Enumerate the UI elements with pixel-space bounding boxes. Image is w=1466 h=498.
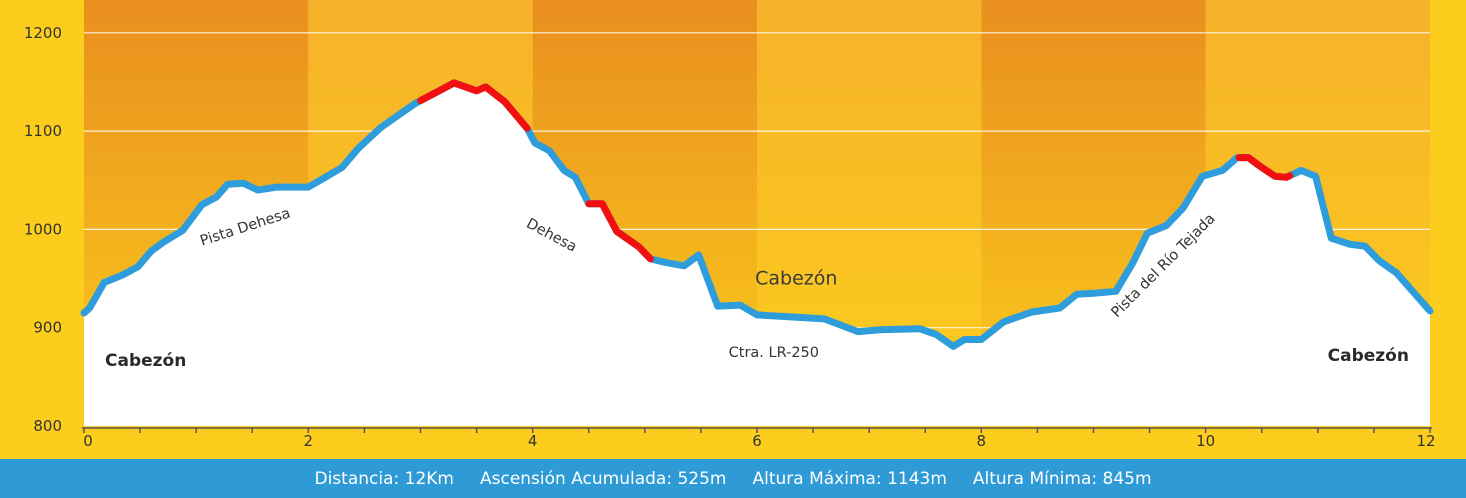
y-tick-label: 1000 bbox=[24, 220, 62, 238]
place-label: Cabezón bbox=[105, 351, 186, 371]
y-tick-label: 1100 bbox=[24, 122, 62, 140]
elevation-chart: Pista Dehesa Dehesa Pista del Río TejadaCt… bbox=[0, 0, 1466, 459]
path-label: Ctra. LR-250 bbox=[729, 345, 819, 361]
distance-stat: Distancia: 12Km bbox=[314, 468, 454, 489]
steep-segment bbox=[417, 79, 531, 132]
steep-segment bbox=[585, 200, 654, 263]
profile-line bbox=[80, 79, 1434, 350]
x-tick-label: 10 bbox=[1196, 432, 1215, 450]
steep-segment bbox=[1235, 154, 1294, 181]
y-tick-label: 800 bbox=[33, 417, 62, 435]
place-label: Cabezón bbox=[755, 267, 837, 289]
max-altitude-stat: Altura Máxima: 1143m bbox=[752, 468, 947, 489]
y-tick-label: 900 bbox=[33, 319, 62, 337]
x-tick-label: 12 bbox=[1416, 432, 1435, 450]
x-tick-label: 6 bbox=[752, 432, 762, 450]
x-tick-label: 8 bbox=[977, 432, 987, 450]
place-label: Cabezón bbox=[1328, 346, 1409, 366]
x-tick-label: 2 bbox=[304, 432, 314, 450]
profile-area bbox=[84, 82, 1430, 427]
ascent-stat: Ascensión Acumulada: 525m bbox=[479, 468, 727, 489]
x-tick-label: 4 bbox=[528, 432, 538, 450]
min-altitude-stat: Altura Mínima: 845m bbox=[972, 468, 1152, 489]
y-tick-label: 1200 bbox=[24, 24, 62, 42]
x-tick-label: 0 bbox=[83, 432, 93, 450]
route-summary-bar: Distancia: 12Km Ascensión Acumulada: 525… bbox=[0, 459, 1466, 498]
